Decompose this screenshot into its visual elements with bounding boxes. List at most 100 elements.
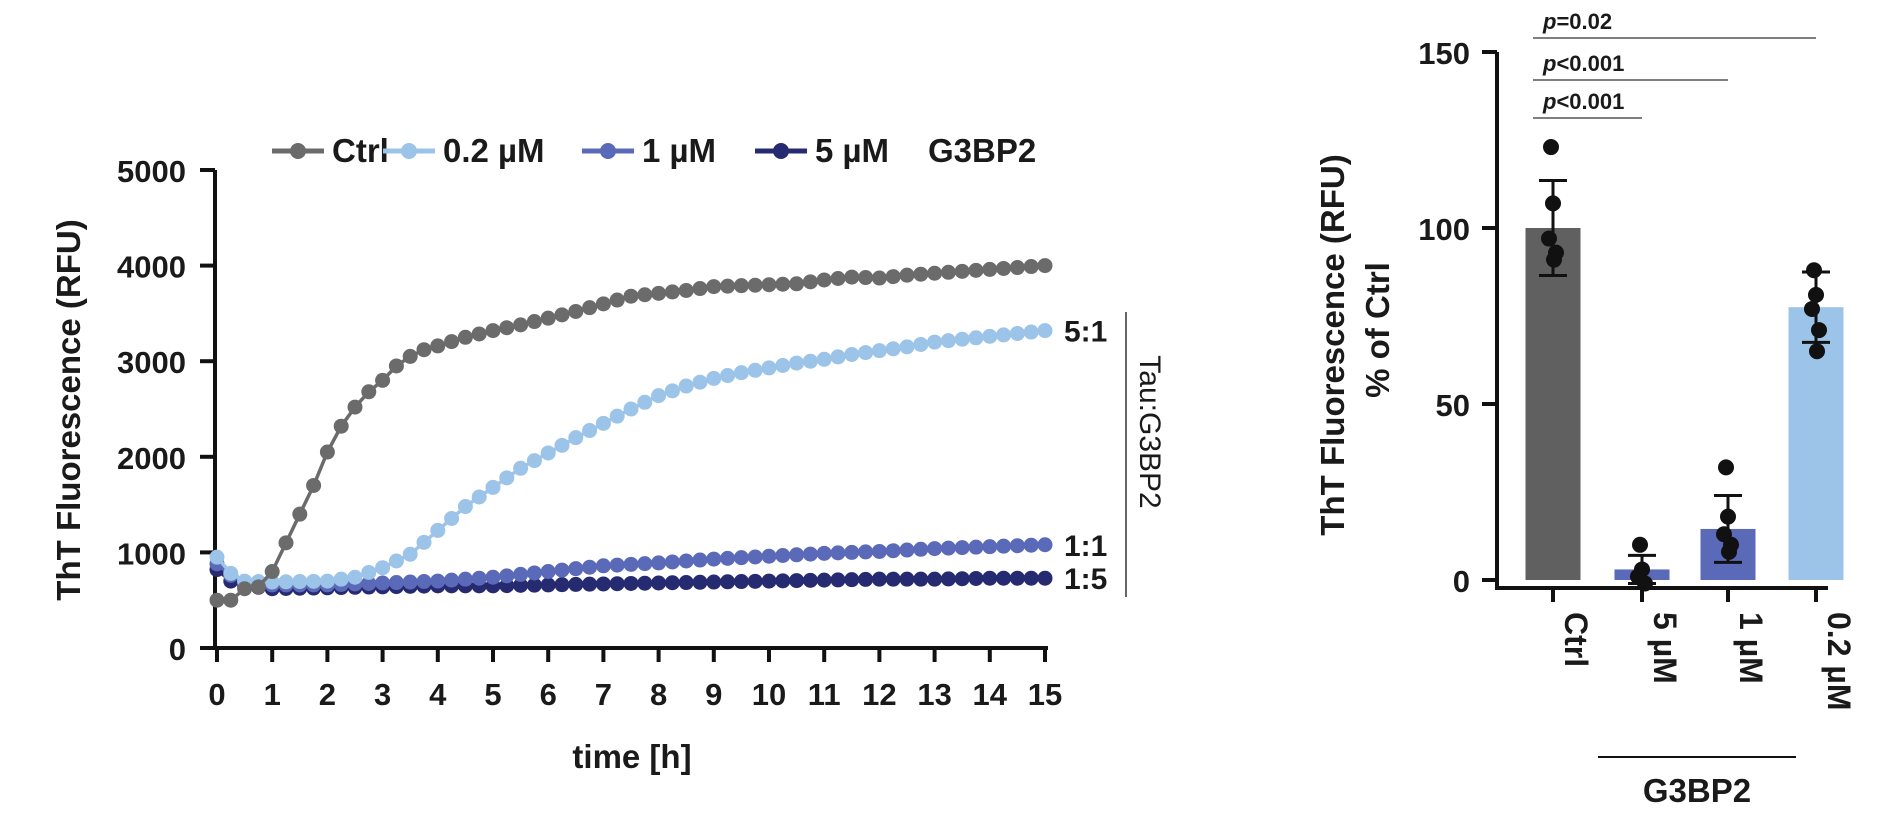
replicate-point: [1809, 343, 1825, 360]
data-point: [789, 547, 805, 563]
data-point: [664, 383, 680, 399]
data-point: [940, 571, 956, 587]
data-point: [858, 270, 874, 286]
data-point: [968, 570, 984, 586]
y-tick-label: 5000: [117, 154, 186, 189]
data-point: [582, 559, 598, 575]
legend: Ctrl 0.2 µM 1 µM 5 µM: [272, 132, 889, 169]
data-point: [237, 581, 253, 597]
data-point: [471, 489, 487, 505]
legend-swatch-marker: [401, 143, 417, 159]
endpoint-bar-chart: p<0.001 p<0.001 p=0.02 0 50 100 150 Ctrl 5 µM 1…: [1314, 9, 1857, 809]
data-point: [526, 314, 542, 330]
data-point: [582, 423, 598, 439]
data-point: [830, 349, 846, 365]
data-point: [223, 592, 239, 608]
data-point: [375, 575, 391, 591]
replicate-point: [1804, 300, 1820, 317]
data-point: [940, 264, 956, 280]
replicate-point: [1546, 251, 1562, 268]
x-tick-label: 9: [705, 677, 722, 712]
legend-entry-label: 1 µM: [642, 132, 716, 169]
data-point: [844, 269, 860, 285]
data-point: [430, 338, 446, 354]
replicate-point: [1632, 536, 1648, 553]
data-point: [1023, 570, 1039, 586]
data-point: [830, 271, 846, 287]
data-point: [678, 378, 694, 394]
data-point: [375, 560, 391, 576]
data-point: [651, 555, 667, 571]
data-point: [954, 571, 970, 587]
group-label: G3BP2: [1643, 772, 1751, 809]
data-point: [444, 510, 460, 526]
x-tick-label: 2: [319, 677, 336, 712]
data-point: [499, 568, 515, 584]
data-point: [940, 540, 956, 556]
data-point: [692, 374, 708, 390]
data-point: [664, 554, 680, 570]
data-point: [733, 574, 749, 590]
data-point: [802, 274, 818, 290]
significance-label: p<0.001: [1542, 51, 1624, 76]
data-point: [844, 347, 860, 363]
data-point: [485, 479, 501, 495]
x-axis-label: time [h]: [572, 738, 691, 775]
y-tick-label: 1000: [117, 536, 186, 571]
data-point: [733, 278, 749, 294]
data-point: [885, 543, 901, 559]
data-point: [899, 571, 915, 587]
replicate-point: [1806, 262, 1822, 279]
legend-entry-label: 0.2 µM: [443, 132, 545, 169]
data-point: [595, 576, 611, 592]
data-point: [306, 477, 322, 493]
data-point: [444, 334, 460, 350]
data-point: [871, 270, 887, 286]
data-point: [899, 267, 915, 283]
data-point: [623, 556, 639, 572]
data-point: [678, 553, 694, 569]
data-point: [1037, 570, 1053, 586]
data-point: [775, 276, 791, 292]
data-point: [830, 545, 846, 561]
data-point: [582, 300, 598, 316]
data-point: [927, 334, 943, 350]
data-point: [706, 574, 722, 590]
data-point: [637, 556, 653, 572]
data-point: [927, 541, 943, 557]
data-point: [692, 552, 708, 568]
data-point: [609, 408, 625, 424]
data-point: [733, 550, 749, 566]
data-point: [582, 576, 598, 592]
data-point: [485, 323, 501, 339]
data-point: [996, 570, 1012, 586]
bracket-label: Tau:G3BP2: [1133, 355, 1166, 508]
data-point: [333, 571, 349, 587]
data-point: [361, 575, 377, 591]
data-point: [871, 571, 887, 587]
x-tick-label: 13: [917, 677, 951, 712]
data-point: [692, 574, 708, 590]
data-point: [996, 327, 1012, 343]
data-point: [913, 571, 929, 587]
data-point: [1037, 323, 1053, 339]
data-point: [761, 548, 777, 564]
y-tick-label: 0: [169, 632, 186, 667]
data-point: [775, 358, 791, 374]
data-point: [540, 564, 556, 580]
data-point: [913, 266, 929, 282]
data-point: [871, 343, 887, 359]
legend-swatch-marker: [773, 143, 789, 159]
data-point: [623, 575, 639, 591]
data-point: [720, 368, 736, 384]
data-point: [816, 272, 832, 288]
data-point: [568, 561, 584, 577]
bar-category-label: 1 µM: [1733, 612, 1769, 684]
data-point: [609, 557, 625, 573]
data-point: [1023, 259, 1039, 275]
x-tick-label: 15: [1028, 677, 1062, 712]
end-label: 1:1: [1064, 530, 1107, 563]
replicate-point: [1541, 230, 1557, 247]
data-point: [747, 362, 763, 378]
data-point: [430, 522, 446, 538]
